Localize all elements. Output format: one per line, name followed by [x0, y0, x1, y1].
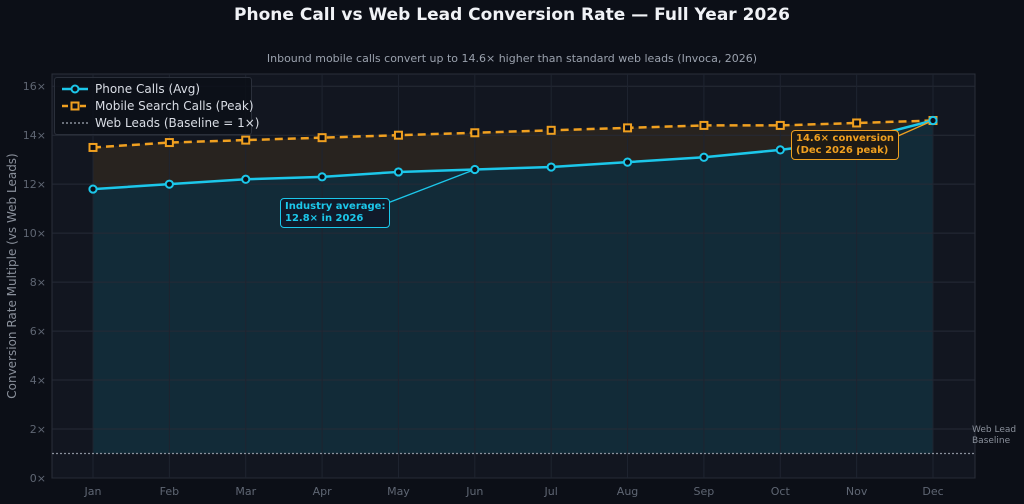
- phone-calls-point: [775, 145, 785, 155]
- x-tick-label: Apr: [313, 485, 333, 498]
- x-tick-label: Feb: [160, 485, 179, 498]
- mobile-search-point: [241, 135, 251, 145]
- annotation-baseline-line1: Web Lead: [972, 425, 1017, 435]
- legend-label-mobile-search: Mobile Search Calls (Peak): [95, 99, 254, 113]
- phone-calls-point: [622, 157, 633, 167]
- mobile-search-line: [92, 119, 934, 149]
- mobile-search-point: [546, 125, 556, 135]
- x-tick-label: Mar: [235, 485, 256, 498]
- annotation-peak: 14.6× conversion (Dec 2026 peak): [791, 130, 900, 160]
- legend-label-phone-calls: Phone Calls (Avg): [95, 82, 201, 96]
- phone-calls-point: [699, 152, 709, 162]
- y-tick-label: 0×: [30, 472, 46, 485]
- annotation-baseline: Web Lead Baseline: [972, 425, 1016, 447]
- x-tick-label: Aug: [617, 485, 638, 498]
- annotation-arrow-peak: [897, 119, 934, 137]
- y-tick-label: 14×: [23, 129, 46, 142]
- annotation-arrow-industry: [384, 168, 476, 205]
- y-tick-label: 16×: [23, 80, 46, 93]
- annotation-industry-line2: 12.8× in 2026: [285, 213, 364, 224]
- phone-calls-point: [928, 115, 938, 126]
- legend: Phone Calls (Avg) Mobile Search Calls (P…: [54, 77, 259, 135]
- x-tick-label: Jun: [465, 485, 483, 498]
- y-tick-label: 8×: [30, 276, 46, 289]
- gap-area-fill: [93, 120, 933, 190]
- legend-item-phone-calls: Phone Calls (Avg): [61, 81, 200, 97]
- legend-swatch-web-leads: [61, 116, 89, 130]
- x-tick-label: Nov: [846, 485, 868, 498]
- legend-item-mobile-search: Mobile Search Calls (Peak): [61, 98, 254, 114]
- phone-calls-point: [317, 172, 327, 182]
- annotation-industry-average: Industry average: 12.8× in 2026: [280, 198, 391, 228]
- annotation-peak-line1: 14.6× conversion: [796, 133, 895, 144]
- x-tick-label: Jul: [544, 485, 558, 498]
- phone-calls-point: [393, 167, 404, 177]
- legend-swatch-phone-calls: [61, 82, 89, 96]
- phone-calls-point: [241, 174, 251, 184]
- phone-calls-point: [470, 164, 480, 175]
- legend-swatch-mobile-search: [61, 99, 89, 113]
- phone-calls-point: [546, 162, 556, 172]
- annotation-baseline-line2: Baseline: [972, 436, 1011, 446]
- y-axis-label: Conversion Rate Multiple (vs Web Leads): [5, 153, 19, 399]
- annotation-peak-line2: (Dec 2026 peak): [796, 145, 889, 156]
- y-tick-label: 6×: [30, 325, 46, 338]
- legend-label-web-leads: Web Leads (Baseline = 1×): [95, 116, 260, 130]
- y-tick-label: 2×: [30, 423, 46, 436]
- x-tick-label: Oct: [771, 485, 791, 498]
- phone-calls-point: [164, 179, 174, 189]
- y-tick-label: 12×: [23, 178, 46, 191]
- y-tick-label: 4×: [30, 374, 46, 387]
- chart-subtitle: Inbound mobile calls convert up to 14.6×…: [266, 52, 758, 65]
- mobile-search-point: [699, 120, 709, 130]
- mobile-search-point: [164, 138, 174, 148]
- x-tick-label: Jan: [84, 485, 102, 498]
- mobile-search-point: [623, 123, 633, 133]
- mobile-search-point: [852, 118, 862, 128]
- mobile-search-point: [775, 120, 785, 130]
- x-tick-label: May: [387, 485, 410, 498]
- mobile-search-point: [88, 142, 98, 152]
- mobile-search-point: [317, 133, 327, 143]
- phone-calls-point: [88, 184, 98, 194]
- y-tick-label: 10×: [23, 227, 46, 240]
- x-tick-label: Dec: [922, 485, 943, 498]
- mobile-search-point: [470, 128, 480, 138]
- x-tick-label: Sep: [694, 485, 715, 498]
- mobile-search-point: [393, 130, 403, 140]
- chart-title: Phone Call vs Web Lead Conversion Rate —…: [234, 5, 790, 25]
- annotation-industry-line1: Industry average:: [285, 201, 386, 212]
- legend-item-web-leads: Web Leads (Baseline = 1×): [61, 115, 259, 131]
